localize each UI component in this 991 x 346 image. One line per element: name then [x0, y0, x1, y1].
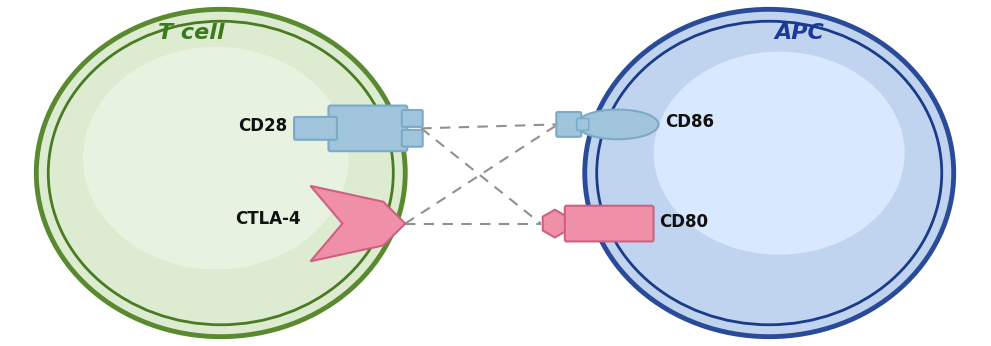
Text: CD86: CD86: [666, 113, 715, 131]
Ellipse shape: [585, 9, 953, 337]
Text: T cell: T cell: [158, 23, 224, 43]
Text: APC: APC: [774, 23, 825, 43]
Ellipse shape: [37, 9, 405, 337]
Text: CD28: CD28: [239, 117, 287, 135]
Text: CD80: CD80: [660, 212, 709, 230]
FancyBboxPatch shape: [294, 117, 337, 140]
FancyBboxPatch shape: [565, 206, 653, 242]
FancyBboxPatch shape: [401, 130, 423, 147]
Text: CTLA-4: CTLA-4: [235, 210, 300, 228]
Ellipse shape: [654, 52, 905, 255]
FancyBboxPatch shape: [328, 106, 407, 151]
Ellipse shape: [577, 110, 659, 139]
Ellipse shape: [83, 47, 349, 270]
FancyBboxPatch shape: [556, 112, 582, 137]
FancyBboxPatch shape: [401, 110, 423, 127]
FancyBboxPatch shape: [577, 118, 589, 130]
Polygon shape: [543, 210, 567, 237]
Polygon shape: [310, 186, 405, 261]
